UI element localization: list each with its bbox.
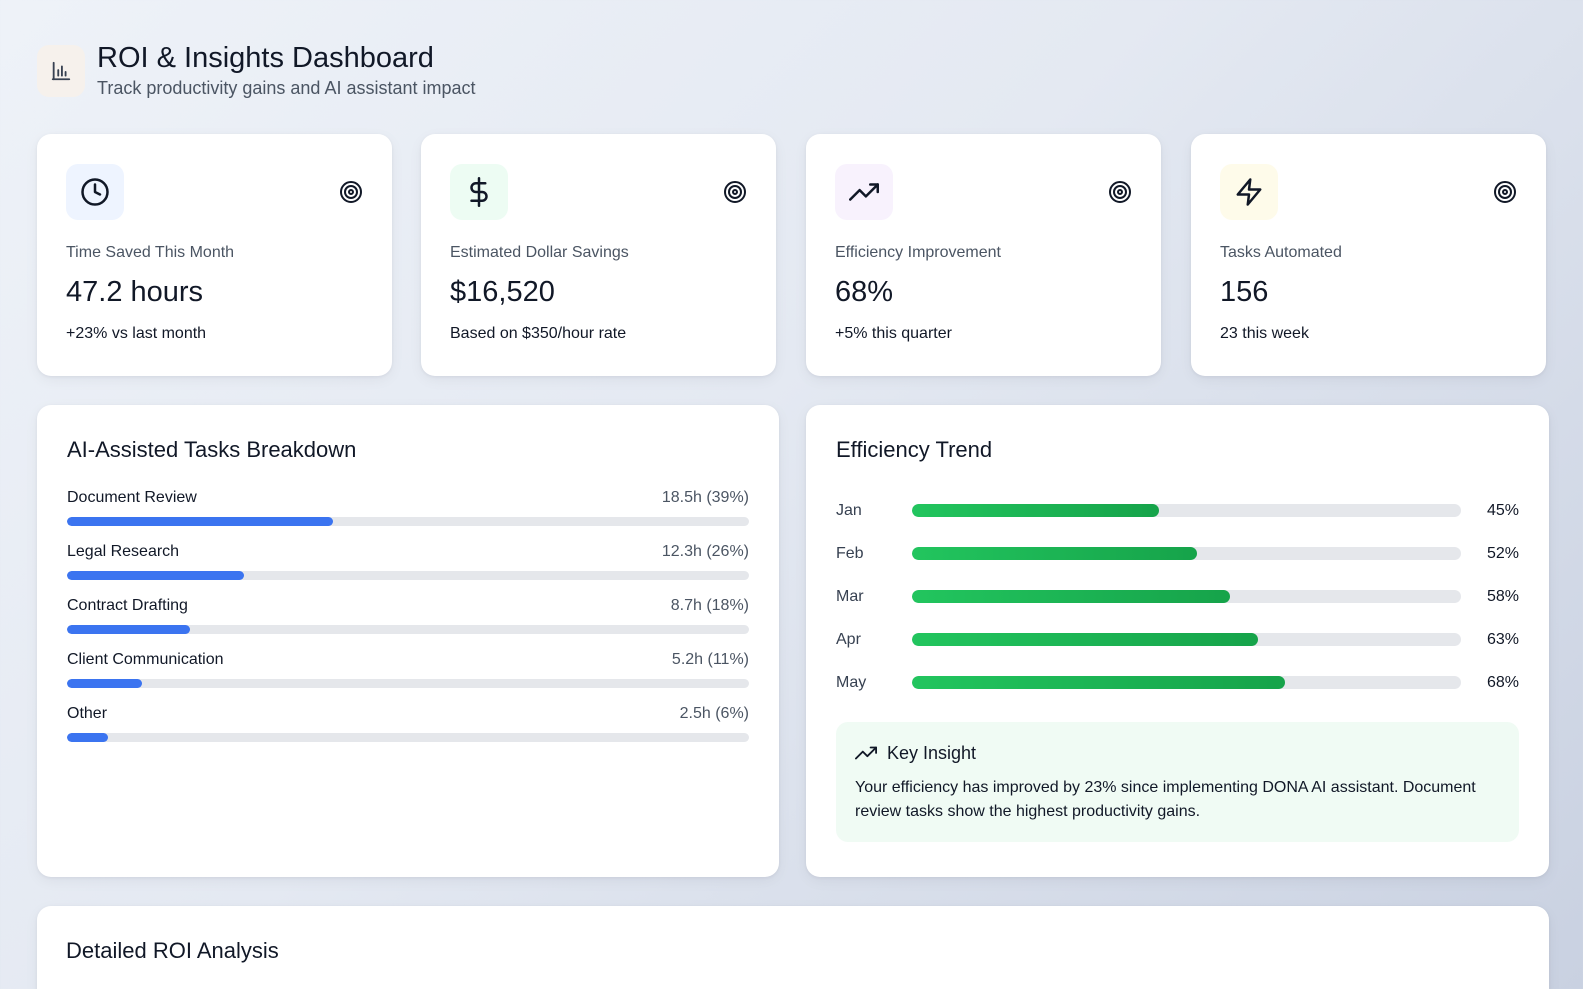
- zap-icon: [1220, 164, 1278, 220]
- trend-month: Mar: [836, 587, 864, 605]
- dollar-icon: [450, 164, 508, 220]
- trend-percent: 63%: [1486, 630, 1519, 648]
- page-header: ROI & Insights Dashboard Track productiv…: [37, 40, 476, 99]
- trend-bar-fill: [912, 590, 1231, 603]
- task-list: Document Review 18.5h (39%) Legal Resear…: [67, 489, 749, 742]
- task-name: Other: [67, 705, 108, 722]
- stat-label: Tasks Automated: [1220, 244, 1342, 261]
- trend-row: Apr 63%: [836, 618, 1519, 661]
- page-subtitle: Track productivity gains and AI assistan…: [97, 78, 476, 98]
- trend-bar-fill: [912, 504, 1160, 517]
- trend-month: May: [836, 673, 867, 691]
- trending-up-icon: [835, 164, 893, 220]
- task-progress-track: [67, 733, 749, 742]
- tasks-breakdown-panel: AI-Assisted Tasks Breakdown Document Rev…: [37, 405, 779, 877]
- stat-label: Estimated Dollar Savings: [450, 244, 629, 261]
- task-progress-track: [67, 517, 749, 526]
- stat-value: $16,520: [450, 276, 555, 308]
- bar-chart-icon: [37, 45, 85, 97]
- stat-sub: Based on $350/hour rate: [450, 325, 627, 342]
- target-icon: [339, 180, 363, 204]
- task-item: Legal Research 12.3h (26%): [67, 543, 749, 580]
- trend-row: Jan 45%: [836, 489, 1519, 532]
- stat-sub: +5% this quarter: [835, 325, 952, 342]
- task-progress-track: [67, 679, 749, 688]
- stat-value: 47.2 hours: [66, 276, 204, 308]
- trend-bar-fill: [912, 633, 1258, 646]
- stat-sub: +23% vs last month: [66, 325, 207, 342]
- insight-text: Your efficiency has improved by 23% sinc…: [855, 779, 1476, 820]
- stat-label: Time Saved This Month: [66, 244, 235, 261]
- stat-label: Efficiency Improvement: [835, 244, 1001, 261]
- trend-percent: 58%: [1486, 587, 1519, 605]
- task-item: Other 2.5h (6%): [67, 705, 749, 742]
- task-value: 12.3h (26%): [661, 543, 749, 560]
- task-item: Document Review 18.5h (39%): [67, 489, 749, 526]
- insight-title: Key Insight: [887, 742, 977, 763]
- stat-card-tasks-automated: Tasks Automated 156 23 this week: [1191, 134, 1546, 376]
- trend-row: Feb 52%: [836, 532, 1519, 575]
- task-name: Document Review: [67, 489, 197, 506]
- task-value: 5.2h (11%): [671, 651, 749, 668]
- trend-bar-track: [912, 676, 1461, 689]
- task-value: 8.7h (18%): [670, 597, 749, 614]
- task-item: Client Communication 5.2h (11%): [67, 651, 749, 688]
- task-progress-track: [67, 571, 749, 580]
- target-icon: [723, 180, 747, 204]
- detailed-roi-panel: Detailed ROI Analysis: [37, 906, 1549, 989]
- target-icon: [1108, 180, 1132, 204]
- trend-bar-track: [912, 633, 1461, 646]
- page-title: ROI & Insights Dashboard: [97, 42, 434, 74]
- stat-sub: 23 this week: [1220, 325, 1309, 342]
- task-name: Contract Drafting: [67, 597, 188, 614]
- trend-percent: 45%: [1486, 501, 1519, 519]
- trend-bar-fill: [912, 547, 1198, 560]
- stat-card-efficiency: Efficiency Improvement 68% +5% this quar…: [806, 134, 1161, 376]
- task-value: 18.5h (39%): [661, 489, 749, 506]
- stat-card-dollar-savings: Estimated Dollar Savings $16,520 Based o…: [421, 134, 776, 376]
- task-progress-fill: [67, 679, 143, 688]
- task-item: Contract Drafting 8.7h (18%): [67, 597, 749, 634]
- key-insight-box: Key Insight Your efficiency has improved…: [836, 722, 1519, 842]
- trend-list: Jan 45% Feb 52% Mar 58% Apr 63% May 68%: [836, 489, 1519, 704]
- trend-bar-track: [912, 590, 1461, 603]
- trend-percent: 68%: [1486, 673, 1519, 691]
- stat-value: 156: [1220, 276, 1269, 308]
- target-icon: [1493, 180, 1517, 204]
- trend-bar-track: [912, 547, 1461, 560]
- panel-title: Detailed ROI Analysis: [66, 938, 279, 963]
- efficiency-trend-panel: Efficiency Trend Jan 45% Feb 52% Mar 58%…: [806, 405, 1549, 877]
- trend-row: May 68%: [836, 661, 1519, 704]
- trend-month: Jan: [836, 501, 862, 519]
- stat-card-time-saved: Time Saved This Month 47.2 hours +23% vs…: [37, 134, 392, 376]
- task-progress-fill: [67, 733, 108, 742]
- trending-up-icon: [855, 746, 877, 760]
- panel-title: AI-Assisted Tasks Breakdown: [67, 437, 357, 462]
- task-value: 2.5h (6%): [679, 705, 749, 722]
- task-name: Client Communication: [67, 651, 224, 668]
- task-progress-fill: [67, 517, 333, 526]
- task-progress-fill: [67, 625, 190, 634]
- stat-value: 68%: [835, 276, 894, 308]
- task-name: Legal Research: [67, 543, 180, 560]
- clock-icon: [66, 164, 124, 220]
- trend-month: Feb: [836, 544, 864, 562]
- trend-month: Apr: [836, 630, 861, 648]
- trend-bar-track: [912, 504, 1461, 517]
- trend-row: Mar 58%: [836, 575, 1519, 618]
- task-progress-fill: [67, 571, 245, 580]
- trend-percent: 52%: [1486, 544, 1519, 562]
- panel-title: Efficiency Trend: [836, 437, 993, 462]
- trend-bar-fill: [912, 676, 1286, 689]
- task-progress-track: [67, 625, 749, 634]
